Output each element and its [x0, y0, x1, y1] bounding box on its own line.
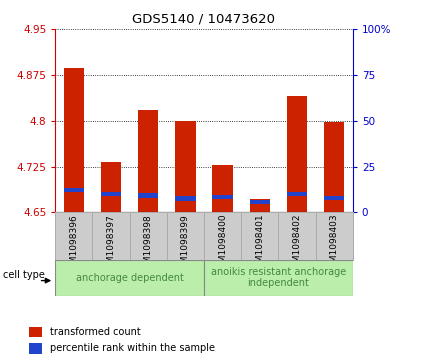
Bar — [212, 165, 233, 212]
Bar — [175, 121, 196, 212]
Bar — [249, 199, 270, 212]
Bar — [287, 96, 307, 212]
Bar — [175, 196, 196, 201]
Text: GSM1098401: GSM1098401 — [255, 214, 264, 274]
Title: GDS5140 / 10473620: GDS5140 / 10473620 — [133, 12, 275, 25]
Text: GSM1098398: GSM1098398 — [144, 214, 153, 274]
Bar — [64, 188, 84, 192]
Bar — [101, 192, 121, 196]
Bar — [138, 110, 159, 212]
Text: cell type: cell type — [3, 270, 45, 280]
Text: GSM1098396: GSM1098396 — [69, 214, 78, 274]
Bar — [324, 196, 344, 200]
Bar — [29, 327, 42, 337]
Bar — [29, 343, 42, 354]
Bar — [64, 68, 84, 212]
Bar — [204, 260, 353, 296]
Text: anoikis resistant anchorage
independent: anoikis resistant anchorage independent — [211, 267, 346, 289]
Text: GSM1098399: GSM1098399 — [181, 214, 190, 274]
Bar — [101, 162, 121, 212]
Bar — [55, 260, 204, 296]
Bar — [324, 122, 344, 212]
Text: GSM1098403: GSM1098403 — [330, 214, 339, 274]
Text: GSM1098400: GSM1098400 — [218, 214, 227, 274]
Bar — [212, 195, 233, 199]
Text: GSM1098402: GSM1098402 — [292, 214, 301, 274]
Text: anchorage dependent: anchorage dependent — [76, 273, 184, 283]
Text: GSM1098397: GSM1098397 — [107, 214, 116, 274]
Bar — [138, 193, 159, 198]
Text: percentile rank within the sample: percentile rank within the sample — [50, 343, 215, 354]
Text: transformed count: transformed count — [50, 327, 141, 337]
Bar — [287, 192, 307, 196]
Bar — [249, 200, 270, 204]
